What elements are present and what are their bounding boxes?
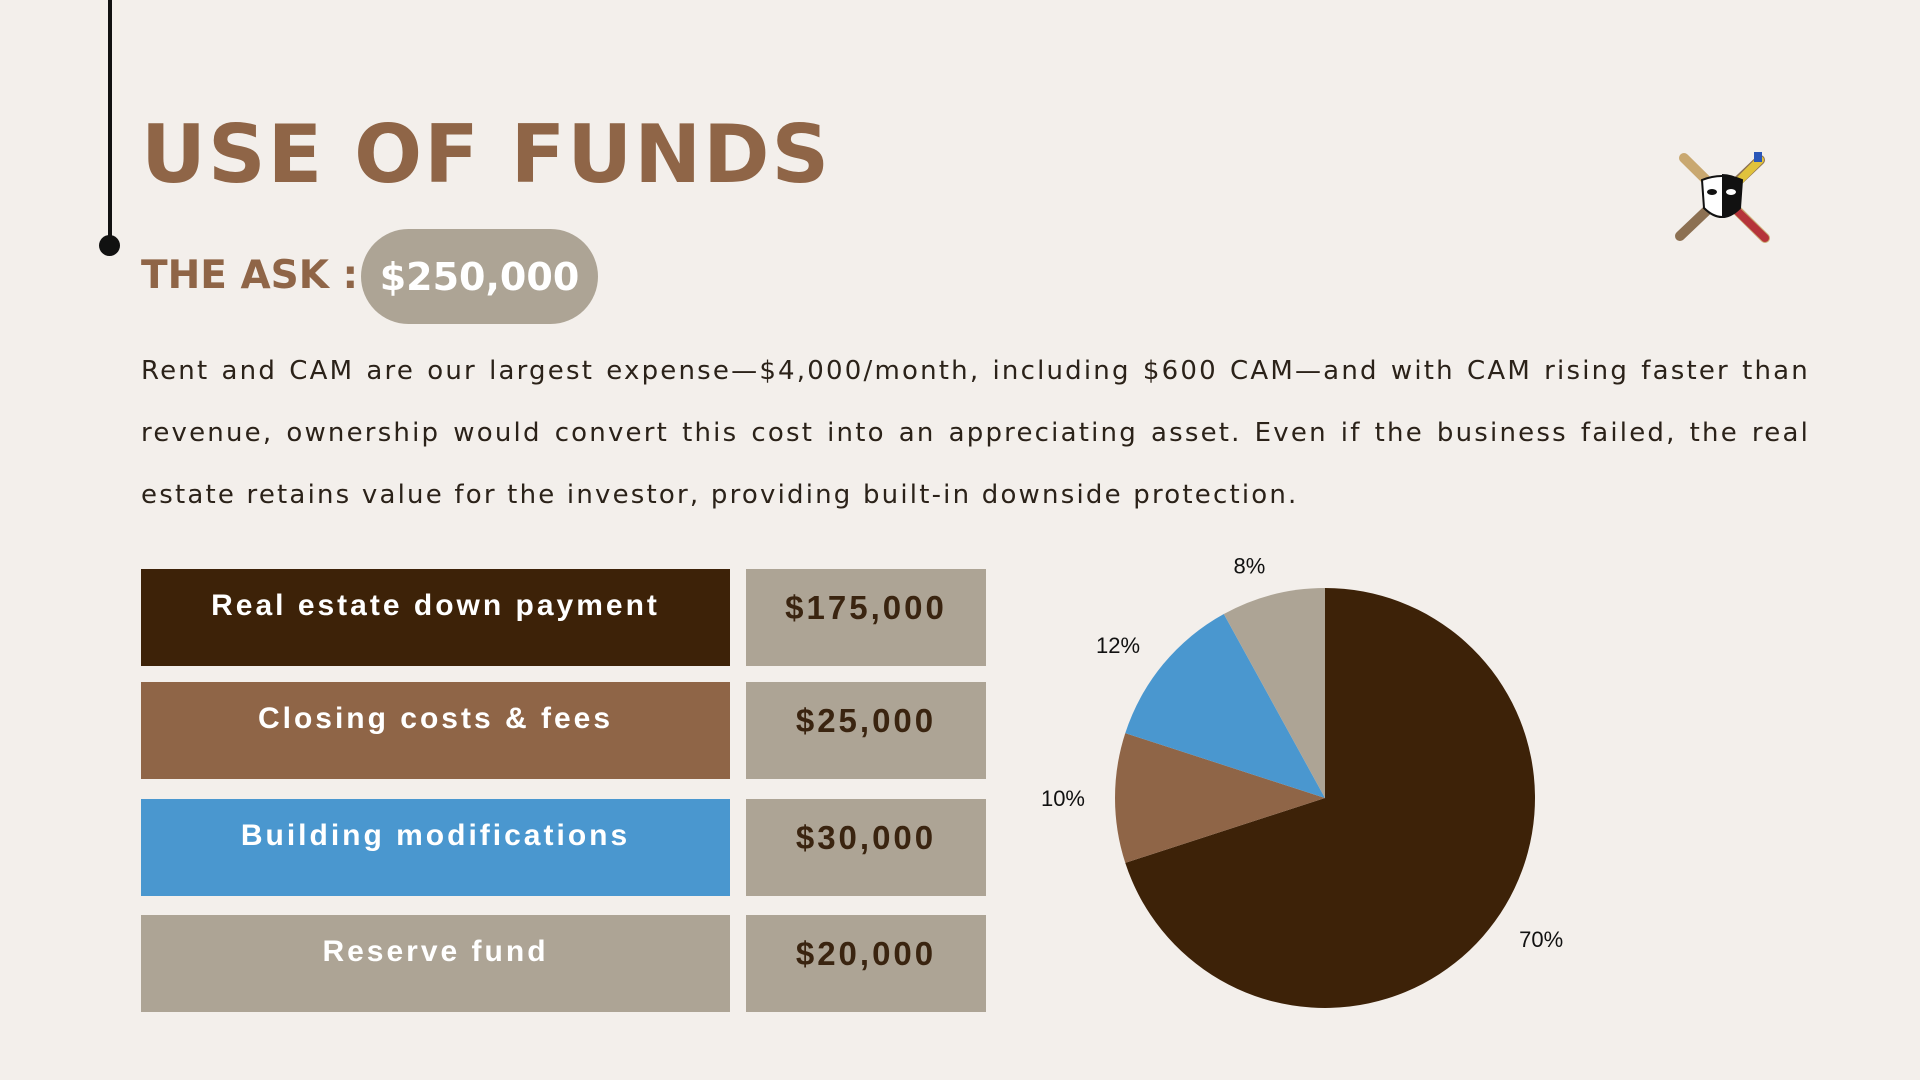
fund-label-closing-costs: Closing costs & fees <box>141 682 730 779</box>
timeline-line <box>108 0 112 244</box>
slide-title: USE OF FUNDS <box>141 108 832 201</box>
fund-amount-closing-costs: $25,000 <box>746 682 986 779</box>
pie-label-3: 8% <box>1234 554 1266 579</box>
description-paragraph: Rent and CAM are our largest expense—$4,… <box>141 356 1810 510</box>
ask-label: THE ASK : <box>141 253 359 298</box>
fund-amount-real-estate: $175,000 <box>746 569 986 666</box>
fund-amount-reserve-fund: $20,000 <box>746 915 986 1012</box>
ask-amount-badge: $250,000 <box>361 229 598 324</box>
fund-label-real-estate: Real estate down payment <box>141 569 730 666</box>
fund-amount-building-modifications: $30,000 <box>746 799 986 896</box>
pie-slice-3 <box>1223 588 1325 798</box>
pie-label-2: 12% <box>1096 633 1140 658</box>
pie-slice-2 <box>1125 613 1325 798</box>
pie-slice-1 <box>1115 733 1325 863</box>
theater-mask-crossed-bats-icon <box>1675 152 1770 243</box>
timeline-dot <box>99 235 120 256</box>
fund-label-building-modifications: Building modifications <box>141 799 730 896</box>
fund-label-reserve-fund: Reserve fund <box>141 915 730 1012</box>
funds-pie-chart: 70% 10% 12% 8% <box>1041 554 1563 1008</box>
pie-slice-0 <box>1125 588 1535 1008</box>
pie-label-1: 10% <box>1041 786 1085 811</box>
pie-label-0: 70% <box>1519 927 1563 952</box>
